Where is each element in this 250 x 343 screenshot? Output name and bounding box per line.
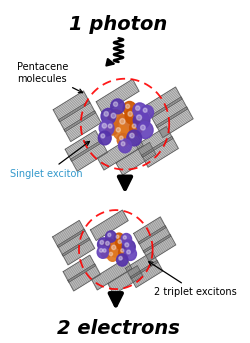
Circle shape [98, 131, 111, 145]
Circle shape [136, 115, 141, 120]
Circle shape [118, 139, 132, 153]
Circle shape [111, 99, 124, 114]
Circle shape [133, 103, 147, 118]
Circle shape [108, 124, 112, 128]
Circle shape [125, 108, 140, 124]
Polygon shape [98, 134, 143, 170]
Circle shape [127, 130, 142, 146]
Polygon shape [145, 87, 182, 118]
Circle shape [116, 237, 127, 250]
Circle shape [133, 111, 150, 129]
Polygon shape [130, 260, 163, 287]
Polygon shape [92, 258, 132, 290]
Circle shape [125, 243, 129, 247]
Polygon shape [63, 255, 96, 282]
Circle shape [100, 249, 103, 252]
Circle shape [106, 231, 116, 242]
Polygon shape [138, 226, 171, 253]
Polygon shape [59, 101, 96, 132]
Circle shape [99, 120, 114, 136]
Circle shape [114, 102, 118, 106]
Circle shape [101, 134, 105, 138]
Circle shape [123, 236, 126, 239]
Circle shape [120, 136, 123, 140]
Polygon shape [126, 252, 158, 279]
Polygon shape [156, 107, 193, 138]
Circle shape [126, 104, 130, 108]
Circle shape [141, 105, 154, 119]
Polygon shape [116, 142, 156, 175]
Circle shape [120, 119, 125, 124]
Text: 1 photon: 1 photon [70, 14, 168, 34]
Text: Pentacene
molecules: Pentacene molecules [17, 62, 82, 93]
Text: 2 triplet excitons: 2 triplet excitons [149, 262, 237, 297]
Polygon shape [151, 97, 188, 128]
Circle shape [143, 108, 147, 112]
Polygon shape [65, 131, 102, 161]
Polygon shape [142, 137, 178, 167]
Circle shape [114, 125, 127, 140]
Circle shape [132, 124, 136, 128]
Polygon shape [53, 91, 90, 122]
Circle shape [122, 240, 135, 254]
Circle shape [108, 233, 111, 237]
Circle shape [111, 113, 116, 118]
Circle shape [106, 241, 109, 245]
Circle shape [128, 111, 132, 116]
Circle shape [124, 247, 136, 260]
Text: Singlet exciton: Singlet exciton [10, 141, 90, 179]
Circle shape [130, 121, 142, 135]
Circle shape [116, 254, 128, 266]
Circle shape [103, 249, 106, 252]
Circle shape [114, 233, 124, 244]
Circle shape [101, 108, 116, 124]
Circle shape [110, 252, 112, 256]
Text: 2 electrons: 2 electrons [57, 319, 180, 338]
Circle shape [112, 245, 116, 250]
Circle shape [104, 111, 108, 116]
Circle shape [138, 122, 153, 139]
Polygon shape [108, 266, 143, 294]
Circle shape [116, 115, 134, 133]
Polygon shape [58, 229, 90, 256]
Polygon shape [134, 217, 166, 244]
Circle shape [123, 102, 136, 115]
Polygon shape [68, 264, 100, 291]
Polygon shape [136, 127, 173, 157]
Circle shape [117, 133, 129, 146]
Polygon shape [52, 221, 85, 248]
Circle shape [108, 110, 124, 127]
Circle shape [106, 121, 118, 135]
Circle shape [102, 123, 106, 128]
Circle shape [121, 142, 125, 146]
Circle shape [121, 234, 132, 245]
Circle shape [136, 106, 140, 110]
Circle shape [98, 238, 110, 251]
Circle shape [107, 250, 118, 261]
Polygon shape [143, 234, 176, 261]
Circle shape [101, 247, 111, 258]
Circle shape [118, 240, 122, 244]
Circle shape [100, 240, 104, 244]
Circle shape [97, 246, 108, 258]
Circle shape [116, 235, 119, 238]
Circle shape [130, 133, 134, 138]
Circle shape [121, 249, 124, 252]
Polygon shape [64, 111, 101, 142]
Circle shape [116, 128, 120, 132]
Circle shape [109, 242, 123, 257]
Polygon shape [96, 79, 139, 114]
Polygon shape [71, 140, 108, 171]
Circle shape [119, 256, 122, 260]
Circle shape [103, 239, 116, 252]
Polygon shape [90, 210, 128, 240]
Circle shape [140, 125, 145, 130]
Polygon shape [62, 238, 95, 265]
Circle shape [127, 250, 130, 254]
Circle shape [118, 247, 129, 258]
